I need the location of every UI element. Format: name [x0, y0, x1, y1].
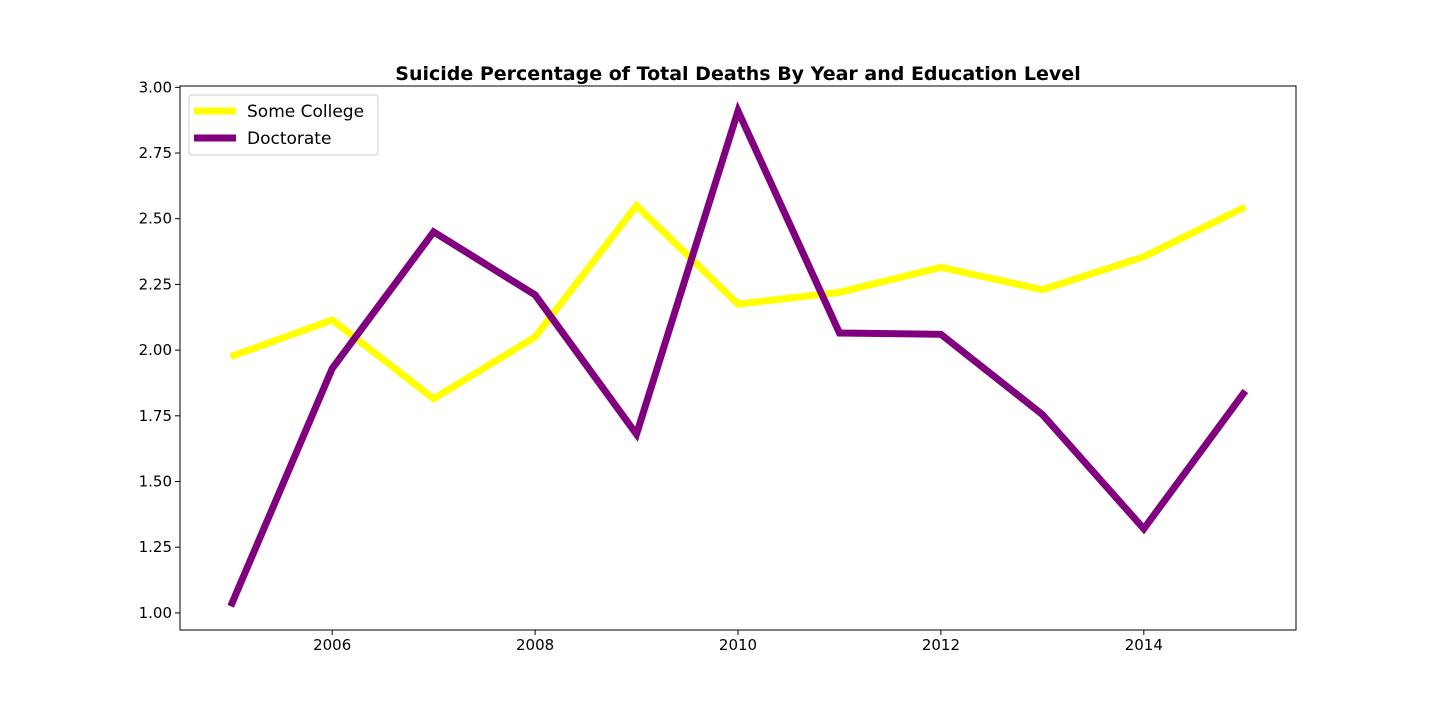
y-tick-label: 2.50	[139, 210, 172, 228]
x-tick-label: 2014	[1125, 636, 1163, 654]
y-tick-label: 1.00	[139, 604, 172, 622]
y-tick-label: 1.25	[139, 538, 172, 556]
y-tick-label: 1.50	[139, 473, 172, 491]
legend-box	[188, 94, 379, 156]
legend-label: Some College	[247, 102, 364, 122]
y-tick-label: 2.00	[139, 341, 172, 359]
chart-title: Suicide Percentage of Total Deaths By Ye…	[395, 63, 1080, 85]
x-tick-label: 2006	[313, 636, 351, 654]
y-tick-label: 2.25	[139, 275, 172, 293]
x-tick-label: 2012	[922, 636, 960, 654]
series-line-some-college	[229, 200, 1247, 403]
legend: Some College Doctorate	[188, 94, 379, 156]
y-tick-label: 2.75	[139, 144, 172, 162]
series-layer	[227, 101, 1249, 608]
x-tick-label: 2010	[719, 636, 757, 654]
y-tick-label: 1.75	[139, 407, 172, 425]
legend-label: Doctorate	[247, 129, 331, 149]
x-tick-label: 2008	[516, 636, 554, 654]
y-tick-label: 3.00	[139, 78, 172, 96]
y-axis: 1.00 1.25 1.50 1.75 2.00 2.25 2.50 2.75 3.00	[139, 78, 180, 622]
x-axis: 2006 2008 2010 2012 2014	[313, 630, 1163, 654]
series-line-doctorate	[227, 101, 1249, 608]
plot-frame	[179, 85, 1297, 631]
